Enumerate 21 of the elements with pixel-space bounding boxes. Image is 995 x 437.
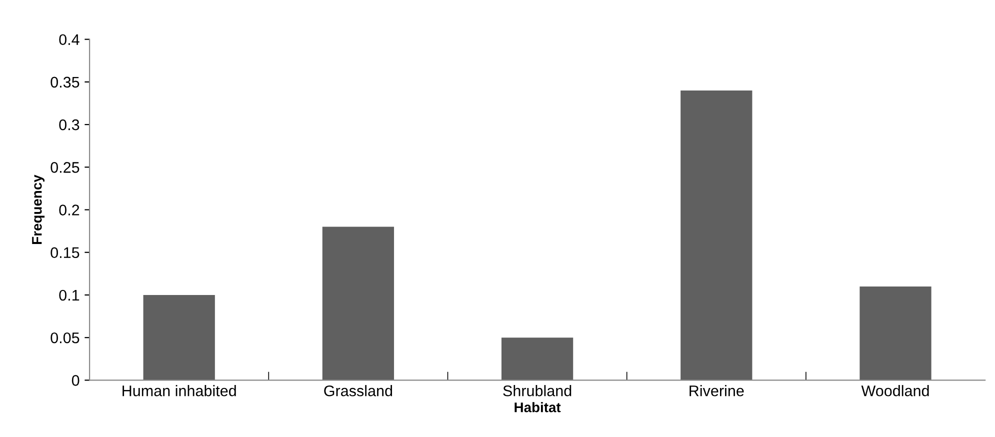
x-axis-title: Habitat — [514, 402, 561, 412]
bar — [143, 294, 215, 380]
bar — [501, 338, 574, 380]
y-tick-label: 0.05 — [50, 332, 80, 344]
y-tick-label: 0.35 — [50, 76, 80, 88]
y-tick-label: 0.3 — [59, 119, 80, 130]
bar — [680, 90, 752, 380]
y-tick-label: 0.2 — [59, 204, 80, 216]
y-tick-label: 0 — [72, 375, 80, 386]
x-tick-label: Riverine — [690, 385, 744, 396]
y-tick-label: 0.4 — [59, 34, 80, 46]
x-tick-label: Shrubland — [503, 385, 572, 396]
x-tick-label: Grassland — [324, 385, 392, 396]
y-tick-label: 0.1 — [59, 290, 80, 301]
x-tick-label: Woodland — [861, 385, 929, 396]
x-tick-label: Human inhabited — [122, 385, 236, 396]
bar — [322, 226, 394, 380]
y-tick-label: 0.25 — [50, 162, 80, 173]
bar — [860, 286, 932, 380]
y-tick-label: 0.15 — [50, 247, 80, 258]
y-axis-title: Frequency — [32, 174, 45, 244]
